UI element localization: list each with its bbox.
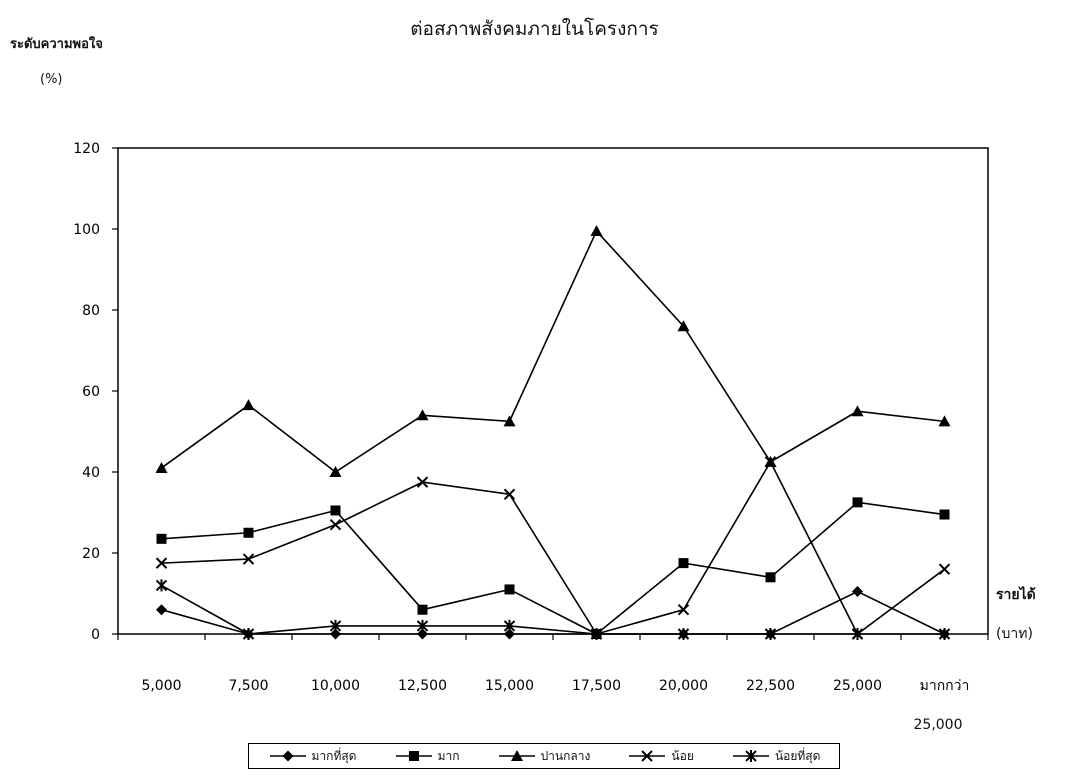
point-marker <box>852 405 864 416</box>
point-marker <box>331 520 341 530</box>
legend-marker <box>731 749 771 763</box>
point-marker <box>505 584 515 594</box>
y-tick-label: 0 <box>91 627 100 643</box>
series-3 <box>156 225 951 477</box>
y-tick-label: 100 <box>73 222 100 238</box>
x-tick-label: 5,000 <box>141 678 181 694</box>
point-marker <box>409 751 419 761</box>
legend-marker <box>497 749 537 763</box>
point-marker <box>157 579 167 591</box>
x-tick-label: 7,500 <box>228 678 268 694</box>
point-marker <box>157 534 167 544</box>
legend-label: ปานกลาง <box>541 747 591 766</box>
series-5 <box>157 579 950 640</box>
point-marker <box>156 462 168 473</box>
series-line <box>162 231 945 472</box>
point-marker <box>156 604 167 615</box>
chart-legend: มากที่สุด มาก ปานกลาง น้อย น้อยที่สุด <box>248 743 840 769</box>
point-marker <box>331 505 341 515</box>
legend-item: ปานกลาง <box>497 747 591 766</box>
y-tick-label: 20 <box>82 546 100 562</box>
legend-item: น้อย <box>627 747 693 766</box>
legend-label: มากที่สุด <box>312 747 357 766</box>
point-marker <box>244 528 254 538</box>
x-tick-label: 25,000 <box>833 678 882 694</box>
point-marker <box>766 572 776 582</box>
series-line <box>162 462 945 634</box>
series-line <box>162 502 945 634</box>
series-line <box>162 585 945 634</box>
point-marker <box>852 586 863 597</box>
point-marker <box>940 564 950 574</box>
legend-label: มาก <box>438 747 460 766</box>
y-tick-label: 80 <box>82 303 100 319</box>
line-chart: 0 20 40 60 80 100 120 5,000 7,500 10,000 12,500 15,… <box>0 0 1069 740</box>
legend-marker <box>627 749 667 763</box>
x-tick-label: 15,000 <box>485 678 534 694</box>
point-marker <box>591 225 603 236</box>
legend-label: น้อยที่สุด <box>775 747 820 766</box>
legend-marker <box>268 749 308 763</box>
point-marker <box>679 558 689 568</box>
legend-item: มาก <box>394 747 460 766</box>
y-tick-label: 40 <box>82 465 100 481</box>
series-2 <box>157 497 950 639</box>
point-marker <box>330 466 342 477</box>
legend-marker <box>394 749 434 763</box>
y-tick-label: 120 <box>73 141 100 157</box>
x-tick-label: 17,500 <box>572 678 621 694</box>
point-marker <box>282 751 293 762</box>
plot-area <box>118 148 988 634</box>
x-tick-label: 10,000 <box>311 678 360 694</box>
y-tick-label: 60 <box>82 384 100 400</box>
point-marker <box>940 510 950 520</box>
x-tick-label: มากกว่า <box>920 678 970 694</box>
x-tick-label: 20,000 <box>659 678 708 694</box>
point-marker <box>418 605 428 615</box>
point-marker <box>679 605 689 615</box>
x-tick-label: 22,500 <box>746 678 795 694</box>
legend-label: น้อย <box>671 747 693 766</box>
x-tick-label: 12,500 <box>398 678 447 694</box>
legend-item: มากที่สุด <box>268 747 357 766</box>
series-line <box>162 591 945 634</box>
legend-item: น้อยที่สุด <box>731 747 820 766</box>
point-marker <box>243 399 255 410</box>
point-marker <box>853 497 863 507</box>
